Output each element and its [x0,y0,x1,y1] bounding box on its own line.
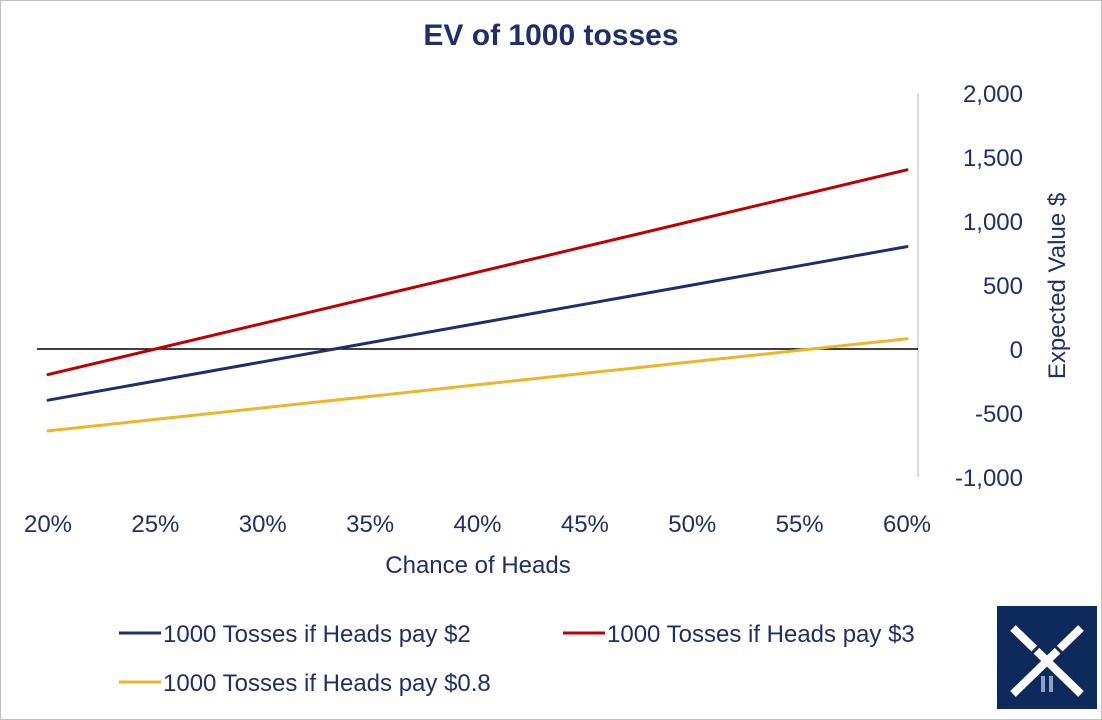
y-tick-label: -1,000 [955,465,1023,492]
x-tick-label: 60% [883,511,931,538]
x-tick-labels: 20% 25% 30% 35% 40% 45% 50% 55% 60% [24,511,931,538]
x-tick-label: 50% [668,511,716,538]
y-tick-label: 1,000 [963,209,1023,236]
x-tick-label: 55% [776,511,824,538]
x-tick-label: 35% [346,511,394,538]
y-tick-labels: 2,000 1,500 1,000 500 0 -500 -1,000 [955,81,1023,492]
brand-logo [997,606,1097,709]
series-line-3 [46,337,909,433]
brand-logo-icon [1010,625,1084,697]
legend-label: 1000 Tosses if Heads pay $3 [607,621,915,648]
y-tick-label: 1,500 [963,145,1023,172]
y-tick-label: 500 [983,273,1023,300]
y-tick-label: 0 [1010,337,1023,364]
x-axis-title: Chance of Heads [385,552,570,579]
series-line-1 [46,245,909,402]
x-tick-label: 40% [453,511,501,538]
x-tick-label: 20% [24,511,72,538]
x-tick-label: 45% [561,511,609,538]
legend: 1000 Tosses if Heads pay $2 1000 Tosses i… [119,621,915,697]
x-tick-label: 30% [239,511,287,538]
chart-series [46,168,909,433]
x-tick-label: 25% [131,511,179,538]
y-tick-label: -500 [975,401,1023,428]
legend-label: 1000 Tosses if Heads pay $0.8 [163,670,491,697]
legend-label: 1000 Tosses if Heads pay $2 [163,621,471,648]
series-line-2 [46,168,909,377]
y-tick-label: 2,000 [963,81,1023,108]
chart-axes [37,93,919,477]
chart-title: EV of 1000 tosses [423,19,679,52]
y-axis-title: Expected Value $ [1044,193,1071,379]
